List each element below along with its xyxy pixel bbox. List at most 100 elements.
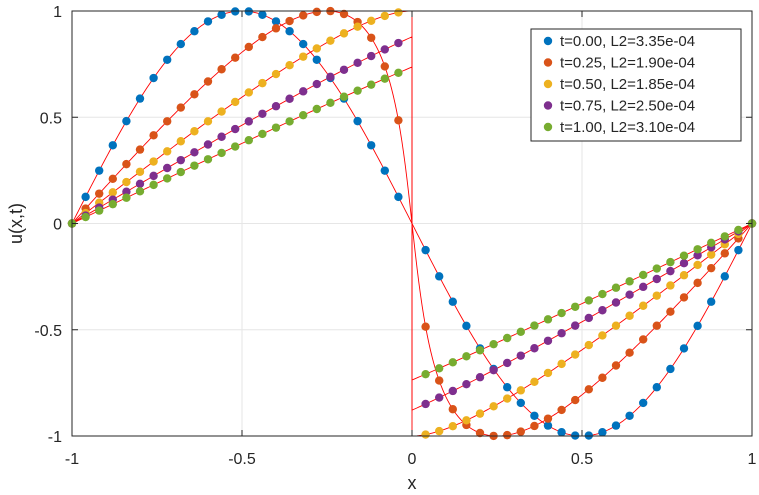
series-3-point: [353, 58, 362, 68]
series-4-point: [679, 251, 689, 260]
series-3-point: [489, 365, 498, 375]
legend-label: t=0.75, L2=2.50e-04: [560, 98, 695, 115]
series-3-point: [503, 358, 512, 368]
series-1-point: [339, 9, 349, 19]
series-4-point: [734, 225, 743, 235]
series-2-point: [448, 422, 457, 431]
series-2-point: [108, 188, 118, 197]
series-0-point: [435, 272, 444, 281]
series-1-point: [380, 62, 389, 71]
series-4-point: [666, 257, 675, 267]
series-0-point: [299, 39, 308, 49]
series-2-point: [543, 368, 553, 378]
series-4-point: [611, 283, 621, 292]
series-3-point: [666, 266, 675, 276]
series-3-point: [598, 306, 607, 315]
series-0-point: [135, 94, 145, 103]
series-1-point: [312, 7, 321, 17]
series-0-point: [163, 55, 172, 64]
series-2-point: [231, 97, 240, 107]
series-2-point: [394, 8, 403, 17]
series-0-point: [720, 272, 729, 281]
series-0-point: [217, 10, 226, 19]
series-1-point: [503, 430, 512, 440]
series-1-point: [122, 159, 131, 169]
y-tick-label: 0.5: [40, 110, 62, 127]
series-2-point: [503, 394, 512, 403]
series-2-point: [244, 88, 253, 97]
series-2-point: [149, 157, 158, 166]
series-2-point: [639, 301, 648, 310]
series-4-point: [625, 277, 634, 286]
series-4-point: [530, 321, 539, 330]
series-3-point: [285, 94, 294, 103]
series-1-point: [707, 263, 716, 273]
series-4-point: [380, 74, 389, 83]
series-2-point: [530, 377, 539, 386]
series-0-point: [353, 116, 362, 126]
series-2-point: [489, 402, 498, 411]
series-0-point: [679, 344, 689, 353]
series-3-point: [421, 399, 430, 409]
series-3-point: [557, 329, 566, 338]
series-1-point: [448, 405, 457, 414]
series-4-point: [190, 161, 199, 170]
series-0-point: [203, 17, 213, 26]
series-1-point: [367, 33, 376, 42]
legend-marker: [543, 79, 553, 89]
y-axis-label: u(x,t): [6, 203, 26, 244]
series-4-point: [435, 364, 444, 373]
series-1-point: [598, 373, 607, 382]
series-3-point: [122, 187, 131, 196]
series-1-point: [176, 103, 185, 112]
axis-ticks: -1 -0.5 0 0.5 1 -1 -0.5 0 0.5 1: [34, 4, 756, 468]
series-4-point: [244, 136, 253, 145]
series-3-point: [258, 109, 267, 118]
series-0-point: [503, 383, 512, 392]
series-2-point: [462, 416, 471, 425]
series-2-point: [203, 117, 213, 126]
legend-marker: [543, 101, 553, 110]
series-4-point: [271, 123, 281, 132]
series-3-point: [394, 38, 403, 48]
series-2-point: [312, 44, 321, 53]
series-2-point: [217, 107, 226, 116]
series-3-point: [516, 351, 525, 360]
series-0-point: [367, 141, 376, 150]
series-0-point: [380, 166, 389, 175]
series-3-point: [475, 373, 485, 382]
series-4-point: [720, 232, 729, 241]
series-4-point: [122, 193, 131, 202]
series-1-point: [203, 77, 213, 86]
series-1-point: [163, 117, 172, 126]
series-3-point: [380, 45, 389, 54]
series-3-point: [244, 117, 253, 126]
series-3-point: [448, 386, 457, 396]
series-1-point: [135, 145, 145, 154]
series-1-point: [435, 376, 444, 385]
series-1-point: [244, 42, 253, 52]
series-2-point: [285, 60, 294, 70]
series-2-point: [367, 16, 376, 25]
series-3-point: [217, 132, 226, 141]
series-1-point: [217, 65, 226, 74]
exact-line-4: [71, 66, 753, 381]
series-4-point: [421, 369, 430, 379]
series-2-point: [190, 127, 199, 136]
series-4-point: [217, 148, 226, 158]
series-2-point: [625, 311, 634, 320]
series-0-point: [611, 421, 621, 430]
exact-solution-lines: [71, 10, 753, 437]
series-4-point: [557, 308, 566, 318]
series-3-point: [571, 321, 580, 330]
series-3-point: [584, 313, 593, 323]
series-4-point: [394, 68, 403, 78]
series-0-point: [543, 421, 553, 430]
series-1-point: [584, 385, 593, 394]
series-2-point: [380, 11, 389, 21]
series-1-point: [475, 428, 485, 438]
data-markers: [67, 6, 757, 441]
series-1-point: [530, 421, 539, 431]
series-3-point: [231, 124, 240, 134]
